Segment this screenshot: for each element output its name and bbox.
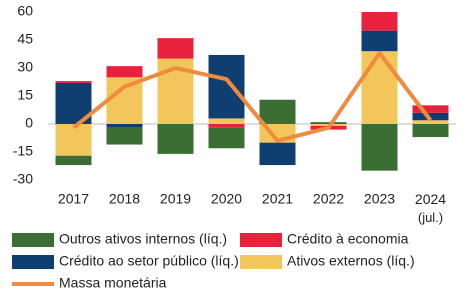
bar-segment xyxy=(106,127,143,145)
bar-segment xyxy=(106,124,143,128)
bar-segment xyxy=(412,112,449,121)
x-tick-label: 2022 xyxy=(313,191,344,207)
x-tick-label: 2024 (jul.) xyxy=(415,191,446,226)
y-tick-label: 60 xyxy=(17,3,33,19)
bar-segment xyxy=(55,155,92,166)
legend-label: Ativos externos (líq.) xyxy=(287,253,415,269)
line-series xyxy=(72,51,433,143)
bar-segment xyxy=(208,118,245,124)
x-tick-label: 2017 xyxy=(58,191,89,207)
bar-segment xyxy=(259,99,296,124)
bar-segment xyxy=(361,12,398,31)
legend-label: Crédito à economia xyxy=(287,231,409,247)
x-tick-label: 2019 xyxy=(160,191,191,207)
y-tick-label: -15 xyxy=(13,143,33,159)
legend-label: Outros ativos internos (líq.) xyxy=(59,231,227,247)
legend-swatch xyxy=(12,233,54,247)
bar-segment xyxy=(412,120,449,124)
x-tick-label: 2021 xyxy=(262,191,293,207)
x-tick-label: 2020 xyxy=(211,191,242,207)
legend-swatch xyxy=(240,255,282,269)
legend-label: Massa monetária xyxy=(59,275,167,291)
y-tick-label: 45 xyxy=(17,31,33,47)
bar-segment xyxy=(106,66,143,78)
y-tick-label: 0 xyxy=(25,115,33,131)
y-tick-label: 30 xyxy=(17,59,33,75)
bar-segment xyxy=(361,30,398,52)
bar-segment xyxy=(106,77,143,124)
bar-segment xyxy=(157,124,194,154)
x-tick-label: 2023 xyxy=(364,191,395,207)
legend-label: Crédito ao setor público (líq.) xyxy=(59,253,239,269)
x-tick-label: 2018 xyxy=(109,191,140,207)
legend-swatch xyxy=(12,255,54,269)
bar-segment xyxy=(208,124,245,128)
bar-segment xyxy=(310,122,347,124)
bar-segment xyxy=(208,127,245,149)
bar-segment xyxy=(208,54,245,119)
legend-swatch xyxy=(240,233,282,247)
y-tick-label: 15 xyxy=(17,87,33,103)
bar-segment xyxy=(412,105,449,113)
bar-segment xyxy=(55,124,92,156)
bar-segment xyxy=(55,81,92,83)
bar-segment xyxy=(412,124,449,138)
bar-segment xyxy=(361,51,398,125)
bar-segment xyxy=(157,38,194,59)
y-tick-label: -30 xyxy=(13,171,33,187)
bar-segment xyxy=(361,124,398,171)
bar-segment xyxy=(259,142,296,166)
